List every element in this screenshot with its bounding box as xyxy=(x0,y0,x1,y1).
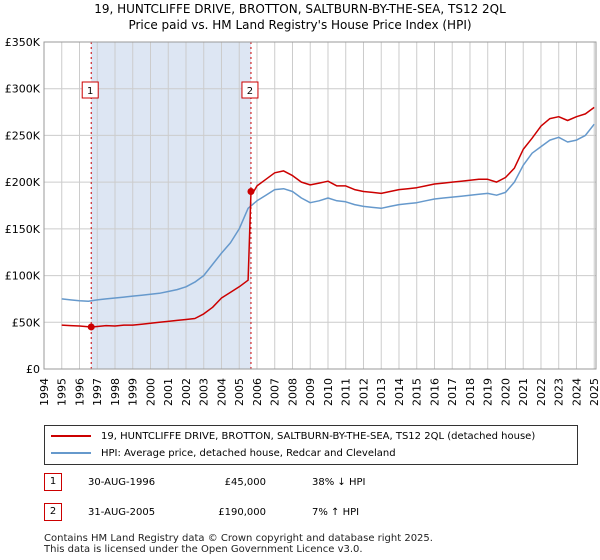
y-tick-label: £100K xyxy=(5,270,41,283)
shaded-period xyxy=(91,42,251,369)
x-tick-label: 1995 xyxy=(56,378,69,406)
series-line-hpi xyxy=(61,123,595,303)
y-tick-label: £250K xyxy=(5,129,41,142)
x-tick-label: 2003 xyxy=(198,378,211,406)
x-tick-label: 2014 xyxy=(393,378,406,406)
x-tick-label: 2019 xyxy=(482,378,495,406)
x-tick-label: 1999 xyxy=(127,378,140,406)
y-tick-label: £0 xyxy=(26,363,40,376)
x-tick-label: 2017 xyxy=(446,378,459,406)
transaction-point xyxy=(87,323,95,331)
legend-item-hpi: HPI: Average price, detached house, Redc… xyxy=(51,446,396,462)
x-tick-label: 2009 xyxy=(304,378,317,406)
y-tick-label: £300K xyxy=(5,83,41,96)
x-tick-label: 1998 xyxy=(109,378,122,406)
y-tick-label: £200K xyxy=(5,176,41,189)
x-tick-label: 2010 xyxy=(322,378,335,406)
transaction-badge: 1 xyxy=(44,473,62,491)
legend-swatch-property xyxy=(51,435,91,437)
x-tick-label: 2023 xyxy=(553,378,566,406)
transaction-price: £190,000 xyxy=(218,507,266,518)
plot-frame xyxy=(43,41,597,370)
x-tick-label: 2000 xyxy=(144,378,157,406)
price-chart: £0 £50K £100K £150K £200K £250K £300K £350K 1994… xyxy=(5,36,600,406)
y-tick-label: £150K xyxy=(5,223,41,236)
x-tick-label: 1994 xyxy=(38,378,51,406)
chart-subtitle: Price paid vs. HM Land Registry's House … xyxy=(128,18,472,32)
transaction-hpi-diff: 38% ↓ HPI xyxy=(312,477,366,488)
chart-title: 19, HUNTCLIFFE DRIVE, BROTTON, SALTBURN-… xyxy=(94,2,506,16)
legend: 19, HUNTCLIFFE DRIVE, BROTTON, SALTBURN-… xyxy=(44,425,578,465)
x-tick-label: 2020 xyxy=(499,378,512,406)
x-tick-label: 2004 xyxy=(215,378,228,406)
x-tick-label: 2013 xyxy=(375,378,388,406)
transaction-badge: 2 xyxy=(44,503,62,521)
footer: Contains HM Land Registry data © Crown c… xyxy=(44,533,433,555)
series-line-property xyxy=(61,106,595,328)
transaction-hpi-diff: 7% ↑ HPI xyxy=(312,507,360,518)
x-tick-label: 2016 xyxy=(428,378,441,406)
x-tick-label: 2008 xyxy=(286,378,299,406)
y-tick-label: £350K xyxy=(5,36,41,49)
x-tick-label: 2001 xyxy=(162,378,175,406)
transaction-marker-label: 1 xyxy=(87,86,93,97)
legend-label-property: 19, HUNTCLIFFE DRIVE, BROTTON, SALTBURN-… xyxy=(101,431,536,442)
x-tick-label: 2018 xyxy=(464,378,477,406)
x-tick-label: 1996 xyxy=(73,378,86,406)
x-tick-label: 2007 xyxy=(269,378,282,406)
x-tick-label: 2005 xyxy=(233,378,246,406)
x-tick-label: 2022 xyxy=(535,378,548,406)
x-tick-label: 2025 xyxy=(588,378,600,406)
x-tick-label: 2012 xyxy=(357,378,370,406)
legend-item-property: 19, HUNTCLIFFE DRIVE, BROTTON, SALTBURN-… xyxy=(51,429,535,445)
x-tick-label: 2011 xyxy=(340,378,353,406)
footer-line-1: Contains HM Land Registry data © Crown c… xyxy=(44,533,433,544)
x-tick-label: 2024 xyxy=(570,378,583,406)
transaction-marker-label: 2 xyxy=(247,86,253,97)
transaction-point xyxy=(247,187,255,195)
x-tick-label: 2002 xyxy=(180,378,193,406)
footer-line-2: This data is licensed under the Open Gov… xyxy=(44,544,363,555)
transaction-date: 30-AUG-1996 xyxy=(88,477,156,488)
legend-swatch-hpi xyxy=(51,452,91,454)
y-tick-label: £50K xyxy=(12,316,41,329)
transaction-date: 31-AUG-2005 xyxy=(88,507,156,518)
x-tick-label: 1997 xyxy=(91,378,104,406)
legend-label-hpi: HPI: Average price, detached house, Redc… xyxy=(101,448,396,459)
transaction-marker-box xyxy=(81,81,99,99)
x-tick-label: 2021 xyxy=(517,378,530,406)
transaction-marker-box xyxy=(241,81,259,99)
x-tick-label: 2006 xyxy=(251,378,264,406)
x-tick-label: 2015 xyxy=(411,378,424,406)
transaction-price: £45,000 xyxy=(224,477,266,488)
